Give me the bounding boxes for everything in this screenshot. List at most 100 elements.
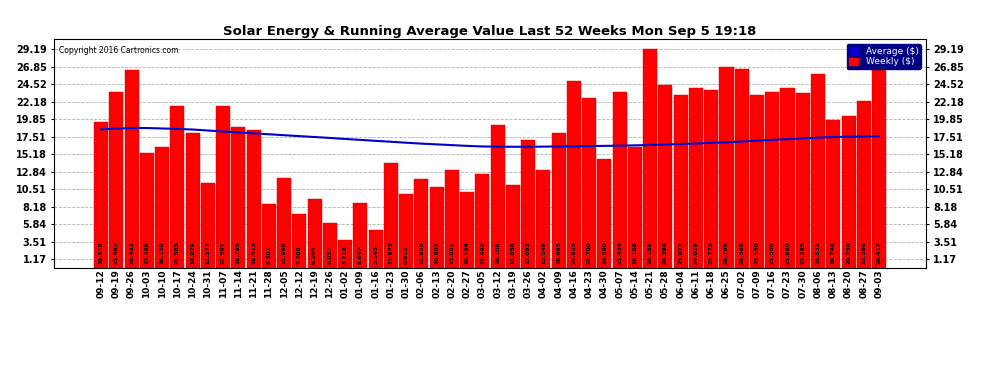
Bar [872,70,886,268]
Bar [537,170,550,268]
Text: 24.019: 24.019 [693,242,699,264]
Bar [644,49,657,268]
Bar [720,67,734,268]
Text: 26.569: 26.569 [740,242,744,264]
Bar [170,106,184,268]
Text: 11.938: 11.938 [419,242,424,264]
Bar [109,92,124,268]
Text: 21.585: 21.585 [175,242,180,264]
Bar [551,133,565,268]
Text: 9.244: 9.244 [312,246,317,264]
Text: 23.492: 23.492 [114,242,119,264]
Text: 18.413: 18.413 [251,242,256,264]
Text: 29.188: 29.188 [647,242,652,264]
Text: 8.647: 8.647 [358,246,363,264]
Bar [292,214,306,268]
Text: 18.795: 18.795 [236,242,241,264]
Bar [185,133,200,268]
Bar [94,122,108,268]
Text: 26.796: 26.796 [724,242,729,264]
Text: 20.230: 20.230 [846,242,851,264]
Bar [277,178,291,268]
Text: 18.029: 18.029 [190,242,195,264]
Text: 13.081: 13.081 [449,242,454,264]
Text: 7.208: 7.208 [297,246,302,264]
Bar [521,140,536,268]
Text: 25.831: 25.831 [816,242,821,264]
Text: 10.803: 10.803 [435,242,440,264]
Title: Solar Energy & Running Average Value Last 52 Weeks Mon Sep 5 19:18: Solar Energy & Running Average Value Las… [224,25,756,38]
Text: 22.700: 22.700 [587,242,592,264]
Bar [704,90,719,268]
Bar [842,116,855,268]
Bar [491,125,505,268]
Text: 22.280: 22.280 [861,242,866,264]
Bar [567,81,581,268]
Text: 11.377: 11.377 [205,242,210,264]
Text: 16.108: 16.108 [633,242,638,264]
Bar [658,85,672,268]
Bar [415,178,429,268]
Bar [475,174,489,268]
Text: 14.590: 14.590 [602,242,607,264]
Bar [628,147,642,268]
Bar [506,185,520,268]
Text: 5.145: 5.145 [373,246,378,264]
Bar [674,95,688,268]
Bar [780,88,795,268]
Bar [856,101,871,268]
Text: 12.492: 12.492 [480,242,485,264]
Bar [445,170,459,268]
Text: 21.597: 21.597 [221,242,226,264]
Bar [201,183,215,268]
Text: 19.746: 19.746 [831,242,836,264]
Text: 26.422: 26.422 [129,242,134,264]
Text: 11.969: 11.969 [281,242,287,264]
Text: 23.500: 23.500 [770,242,775,264]
Bar [232,127,246,268]
Bar [811,74,825,268]
Text: 26.417: 26.417 [876,242,881,264]
Bar [384,164,398,268]
Bar [735,69,748,268]
Text: 13.049: 13.049 [541,242,545,264]
Bar [796,93,810,268]
Text: 23.150: 23.150 [754,242,759,264]
Text: 9.912: 9.912 [404,246,409,264]
Text: 19.519: 19.519 [99,242,104,264]
Bar [125,70,139,268]
Bar [323,223,337,268]
Text: 23.027: 23.027 [678,242,683,264]
Bar [460,192,474,268]
Text: 19.108: 19.108 [495,242,500,264]
Text: 23.285: 23.285 [800,242,805,264]
Text: 23.424: 23.424 [617,242,622,264]
Bar [339,240,352,268]
Bar [399,194,413,268]
Bar [750,94,764,268]
Text: 24.396: 24.396 [663,242,668,264]
Legend: Average ($), Weekly ($): Average ($), Weekly ($) [846,44,921,69]
Text: 8.501: 8.501 [266,246,271,264]
Bar [368,230,383,268]
Text: 23.980: 23.980 [785,242,790,264]
Bar [430,187,444,268]
Bar [597,159,612,268]
Text: 15.299: 15.299 [145,242,149,264]
Bar [308,199,322,268]
Text: 3.718: 3.718 [343,246,347,264]
Bar [353,203,367,268]
Bar [155,147,169,268]
Bar [216,106,230,268]
Bar [582,98,596,268]
Text: 13.973: 13.973 [388,242,393,264]
Bar [140,153,153,268]
Text: Copyright 2016 Cartronics.com: Copyright 2016 Cartronics.com [58,46,178,55]
Bar [613,93,627,268]
Text: 11.050: 11.050 [511,242,516,264]
Bar [247,130,260,268]
Text: 16.150: 16.150 [159,242,164,264]
Text: 17.093: 17.093 [526,242,531,264]
Text: 24.925: 24.925 [571,242,576,264]
Bar [827,120,841,268]
